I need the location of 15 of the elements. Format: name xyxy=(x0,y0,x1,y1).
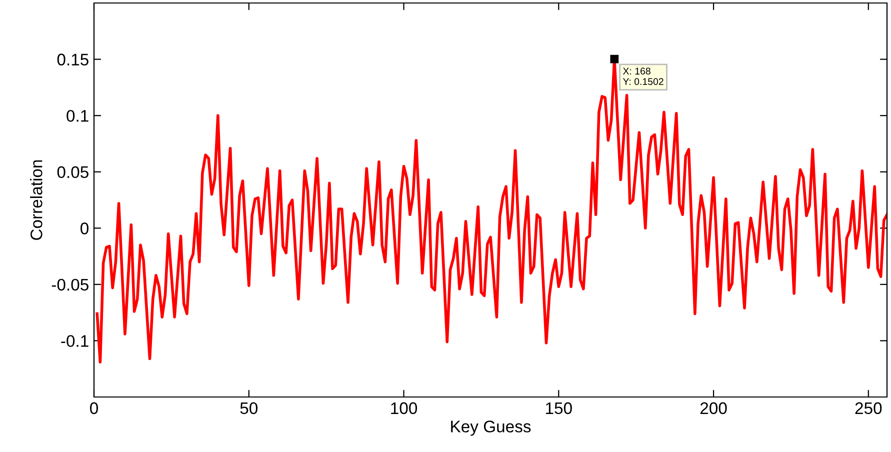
y-tick-label: -0.1 xyxy=(61,335,88,347)
y-tick-label: -0.05 xyxy=(52,278,88,291)
x-tick-label: 100 xyxy=(391,402,418,414)
annotation: X: 168 Y: 0.1502 xyxy=(622,68,664,86)
y-tick-label: 0 xyxy=(80,222,88,234)
x-tick-label: 0 xyxy=(90,402,98,414)
y-axis-title: Correlation xyxy=(30,160,42,240)
x-tick-label: 200 xyxy=(700,402,727,414)
y-tick-label: 0.05 xyxy=(57,166,88,178)
y-tick-label: 0.1 xyxy=(66,110,88,122)
x-tick-label: 250 xyxy=(855,402,882,414)
x-tick-label: 150 xyxy=(546,402,572,414)
y-tick-label: 0.15 xyxy=(57,54,88,66)
x-axis-title: Key Guess xyxy=(451,420,531,436)
x-tick-label: 50 xyxy=(240,402,258,414)
